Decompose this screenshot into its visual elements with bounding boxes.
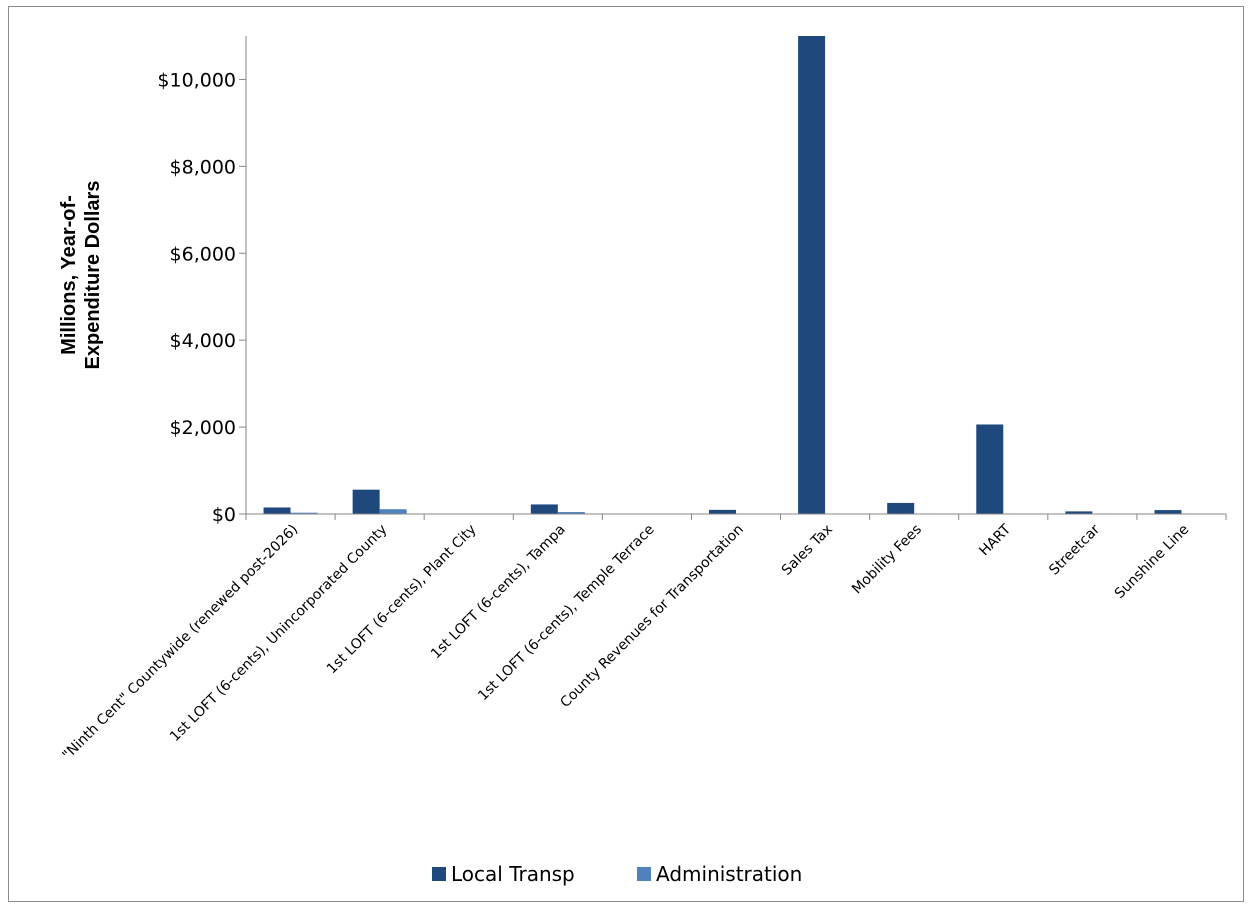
y-axis-title-line-1: Millions, Year-of- (58, 195, 80, 355)
y-tick-label: $2,000 (170, 417, 236, 439)
y-tick-label: $8,000 (170, 156, 236, 178)
bar-local-transp (709, 509, 736, 514)
y-axis-title: Millions, Year-of- Expenditure Dollars (58, 181, 104, 370)
bar-local-transp (1154, 510, 1182, 514)
category-labels: "Ninth Cent" Countywide (renewed post-20… (59, 521, 1192, 763)
category-label: Mobility Fees (849, 522, 925, 598)
bar-local-transp (1065, 511, 1093, 514)
bar-local-transp (530, 504, 558, 514)
bar-administration (290, 512, 318, 514)
bar-local-transp (352, 489, 380, 514)
legend-swatch (432, 867, 446, 881)
y-axis-ticks: $0 $2,000 $4,000 $6,000 $8,000 $10,000 (157, 69, 246, 526)
y-tick-label: $6,000 (170, 243, 236, 265)
legend-label: Administration (656, 862, 802, 886)
legend-swatch (637, 867, 651, 881)
y-axis-title-line-2: Expenditure Dollars (82, 181, 104, 370)
category-label: 1st LOFT (6-cents), Temple Terrace (475, 522, 658, 705)
bar-local-transp (798, 36, 826, 514)
y-tick-label: $4,000 (170, 330, 236, 352)
category-label: Sunshine Line (1112, 522, 1192, 602)
category-label: Streetcar (1046, 521, 1103, 578)
bar-local-transp (887, 502, 915, 514)
legend: Local Transp Administration (432, 862, 802, 886)
y-tick-label: $0 (212, 504, 236, 526)
bar-local-transp (263, 507, 291, 514)
bar-administration (379, 509, 407, 514)
axes (245, 36, 1227, 520)
y-tick-label: $10,000 (157, 69, 236, 91)
bar-administration (557, 512, 585, 514)
legend-label: Local Transp (451, 862, 575, 886)
category-label: Sales Tax (779, 522, 836, 579)
category-label: 1st LOFT (6-cents), Plant City (324, 522, 480, 678)
category-label: County Revenues for Transportation (557, 522, 746, 711)
bar-local-transp (976, 424, 1004, 514)
category-label: HART (976, 521, 1014, 559)
chart-frame (8, 6, 1244, 902)
bars (263, 36, 1182, 514)
